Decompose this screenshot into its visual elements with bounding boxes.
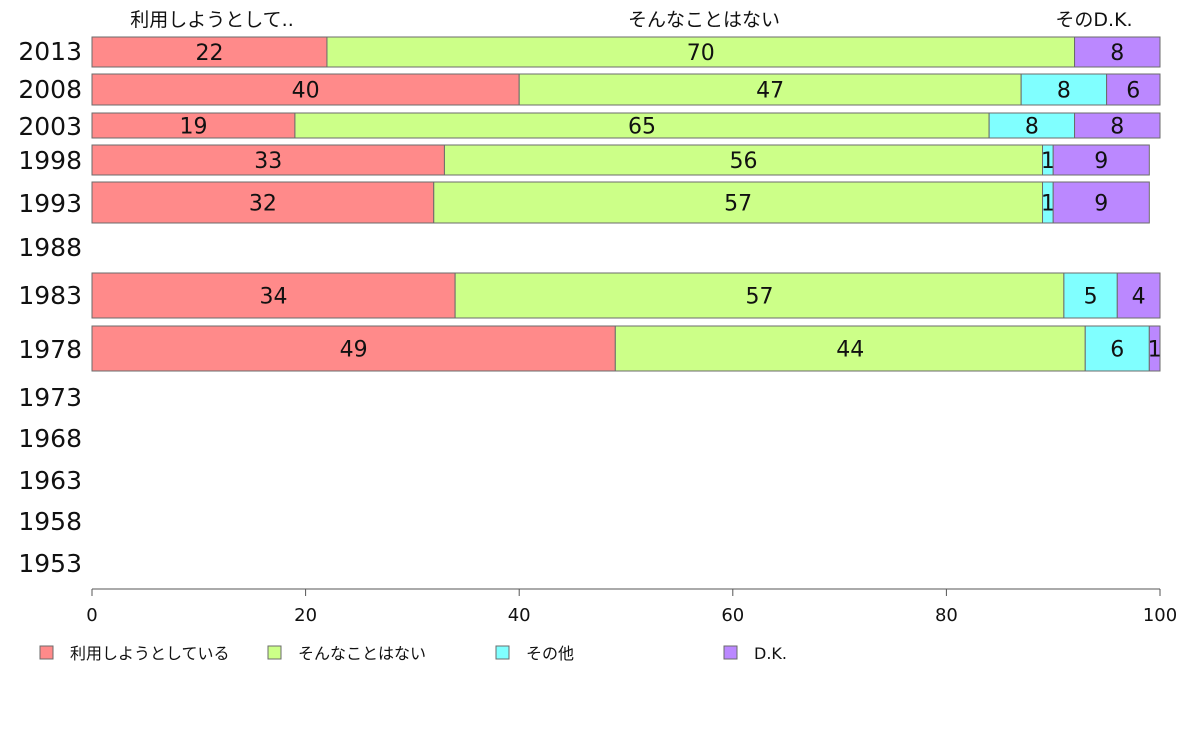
year-label: 1958 <box>18 507 82 536</box>
bar-segment <box>91 325 616 372</box>
bar-segment <box>1074 112 1161 139</box>
data-label: 57 <box>746 285 774 310</box>
data-label: 9 <box>1094 192 1108 217</box>
bar-segment <box>1084 325 1150 372</box>
bar-segment <box>454 272 1065 319</box>
year-label: 2008 <box>18 75 82 104</box>
bar-segment <box>91 112 296 139</box>
bar-segment <box>1020 73 1108 106</box>
bar-segment <box>1106 73 1161 106</box>
bar-segment <box>443 144 1044 176</box>
bar-segment <box>1116 272 1161 319</box>
bar-segment <box>1074 36 1161 68</box>
column-header-not-so: そんなことはない <box>628 9 780 31</box>
data-label: 8 <box>1057 79 1071 104</box>
x-tick-label: 0 <box>86 605 97 626</box>
data-label: 34 <box>260 285 288 310</box>
data-label: 33 <box>254 149 282 174</box>
data-label: 8 <box>1110 115 1124 140</box>
x-axis: 0 20 40 60 80 100 <box>86 588 1177 626</box>
data-label: 9 <box>1094 149 1108 174</box>
year-label: 1998 <box>18 146 82 175</box>
bar-segment <box>91 36 328 68</box>
year-label: 1968 <box>18 424 82 453</box>
legend: 利用しようとしている そんなことはない その他 D.K. <box>39 644 787 663</box>
data-label: 44 <box>836 338 864 363</box>
bar-segment <box>1052 181 1150 224</box>
data-label: 65 <box>628 115 656 140</box>
column-headers: 利用しようとして.. そんなことはない そのD.K. <box>130 9 1132 31</box>
bar-segment <box>1063 272 1118 319</box>
data-label: 5 <box>1084 285 1098 310</box>
bar-segment <box>326 36 1076 68</box>
year-label: 1988 <box>18 233 82 262</box>
data-label: 4 <box>1132 285 1146 310</box>
data-label: 47 <box>756 79 784 104</box>
legend-label: その他 <box>526 644 574 663</box>
bars: 22 70 840 47 8 619 65 8 833 56 1 932 57 1 934 57 5 449 44 6… <box>91 36 1162 372</box>
data-label: 1 <box>1041 192 1055 217</box>
bar-segment <box>1148 325 1161 372</box>
bar-segment <box>518 73 1022 106</box>
data-label: 70 <box>687 41 715 66</box>
x-tick-label: 60 <box>721 605 744 626</box>
data-label: 22 <box>195 41 223 66</box>
bar-segment <box>91 144 445 176</box>
data-label: 56 <box>729 149 757 174</box>
x-tick-label: 20 <box>294 605 317 626</box>
legend-swatch <box>267 645 282 660</box>
bar-segment <box>614 325 1086 372</box>
year-label: 1983 <box>18 281 82 310</box>
bar-segment <box>1052 144 1150 176</box>
legend-swatch <box>39 645 54 660</box>
x-tick-label: 40 <box>508 605 531 626</box>
x-tick-label: 80 <box>935 605 958 626</box>
year-label: 1953 <box>18 549 82 578</box>
data-label: 6 <box>1110 338 1124 363</box>
bar-segment <box>433 181 1044 224</box>
data-label: 19 <box>179 115 207 140</box>
year-label: 1973 <box>18 383 82 412</box>
bar-segment <box>294 112 990 139</box>
data-label: 8 <box>1025 115 1039 140</box>
data-label: 8 <box>1110 41 1124 66</box>
data-label: 6 <box>1126 79 1140 104</box>
data-label: 49 <box>340 338 368 363</box>
x-tick-label: 100 <box>1143 605 1177 626</box>
year-label: 1963 <box>18 466 82 495</box>
data-label: 1 <box>1041 149 1055 174</box>
data-label: 1 <box>1148 338 1162 363</box>
legend-label: そんなことはない <box>298 644 426 663</box>
year-labels: 2013 2008 2003 1998 1993 1988 1983 1978 1973 1968… <box>18 37 82 578</box>
legend-swatch <box>723 645 738 660</box>
column-header-usage: 利用しようとして.. <box>130 9 294 31</box>
legend-label: 利用しようとしている <box>70 644 230 663</box>
legend-label: D.K. <box>754 644 787 663</box>
year-label: 2013 <box>18 37 82 66</box>
bar-segment <box>988 112 1076 139</box>
data-label: 57 <box>724 192 752 217</box>
data-label: 32 <box>249 192 277 217</box>
legend-swatch <box>495 645 510 660</box>
data-label: 40 <box>292 79 320 104</box>
year-label: 2003 <box>18 112 82 141</box>
year-label: 1978 <box>18 335 82 364</box>
column-header-other-dk: そのD.K. <box>1055 9 1132 31</box>
bar-segment <box>91 181 435 224</box>
bar-segment <box>91 272 456 319</box>
year-label: 1993 <box>18 189 82 218</box>
